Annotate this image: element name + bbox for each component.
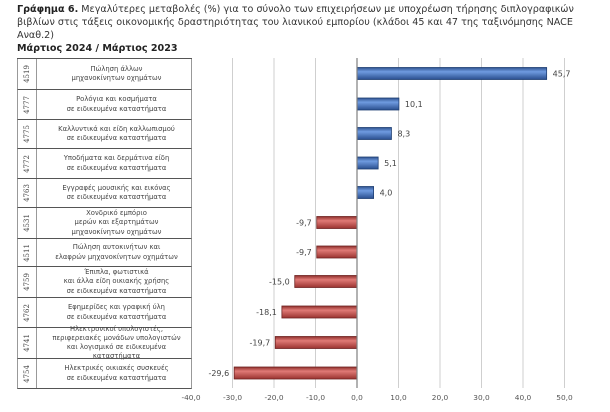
chart-title-prefix: Γράφημα 6.: [17, 4, 79, 15]
data-label: 5,1: [384, 159, 397, 168]
category-row: 4531 Χονδρικό εμπόριο μερών και εξαρτημάτ…: [17, 208, 192, 239]
bar-negative: [281, 305, 358, 319]
data-label: 45,7: [553, 70, 571, 79]
category-row: 4777 Ρολόγια και κοσμήματα σε ειδικευμένα…: [17, 90, 192, 120]
category-label: Ηλεκτρικές οικιακές συσκευές σε ειδικευμ…: [64, 364, 169, 382]
category-code-cell: 4762: [18, 298, 37, 327]
bar-positive: [356, 156, 379, 170]
category-row: 4762 Εφημερίδες και γραφική ύλη σε ειδικε…: [17, 298, 192, 328]
category-label: Καλλυντικά και είδη καλλωπισμού σε ειδικ…: [58, 124, 175, 142]
category-code-cell: 4763: [18, 179, 37, 207]
bar-positive: [356, 67, 548, 80]
data-label: 8,3: [397, 130, 410, 139]
x-tick-label: 20,0: [432, 393, 449, 402]
category-label: Πώληση άλλων μηχανοκίνητων οχημάτων: [71, 64, 162, 82]
chart-subtitle: Μάρτιος 2024 / Μάρτιος 2023: [17, 43, 178, 54]
category-label: Πώληση αυτοκινήτων και ελαφρών μηχανοκίν…: [55, 243, 178, 261]
category-table: 4519 Πώληση άλλων μηχανοκίνητων οχημάτων 4…: [17, 58, 192, 389]
x-tick-label: 40,0: [515, 393, 532, 402]
category-row: 4511 Πώληση αυτοκινήτων και ελαφρών μηχαν…: [17, 239, 192, 267]
data-label: -19,7: [250, 339, 271, 348]
category-row: 4775 Καλλυντικά και είδη καλλωπισμού σε ε…: [17, 120, 192, 149]
bar-negative: [274, 336, 358, 349]
data-label: 4,0: [380, 189, 393, 198]
x-tick-label: -40,0: [181, 393, 200, 402]
chart-title: Γράφημα 6. Μεγαλύτερες μεταβολές (%) για…: [17, 3, 607, 55]
data-label: -18,1: [256, 308, 277, 317]
x-tick-label: 30,0: [473, 393, 490, 402]
x-tick-label: -30,0: [223, 393, 242, 402]
category-code-cell: 4772: [18, 149, 37, 178]
bar-negative: [316, 245, 358, 259]
category-code-cell: 4759: [18, 267, 37, 297]
category-row: 4741 Ηλεκτρονικοί υπολογιστές, περιφερεια…: [17, 324, 192, 361]
category-row: 4759 Έπιπλα, φωτιστικά και άλλα είδη οικι…: [17, 267, 192, 298]
bar-negative: [316, 216, 358, 229]
category-code-cell: 4775: [18, 120, 37, 148]
chart-title-text: Μεγαλύτερες μεταβολές (%) για το σύνολο …: [17, 4, 574, 41]
x-tick-label: 10,0: [390, 393, 407, 402]
x-tick-label: -10,0: [306, 393, 325, 402]
data-label: -15,0: [269, 278, 290, 287]
category-row: 4519 Πώληση άλλων μηχανοκίνητων οχημάτων: [17, 59, 192, 90]
category-code-cell: 4519: [18, 59, 37, 89]
category-code-cell: 4777: [18, 90, 37, 119]
data-label: -9,7: [296, 248, 312, 257]
x-tick-label: 50,0: [556, 393, 573, 402]
bar-negative: [294, 275, 358, 288]
category-label: Ρολόγια και κοσμήματα σε ειδικευμένα κατ…: [66, 95, 167, 113]
category-row: 4772 Υποδήματα και δερμάτινα είδη σε ειδι…: [17, 149, 192, 179]
category-code-cell: 4511: [18, 239, 37, 266]
bar-positive: [356, 186, 375, 199]
x-tick-label: -20,0: [264, 393, 283, 402]
category-code-cell: 4741: [18, 328, 37, 358]
category-label: Υποδήματα και δερμάτινα είδη σε ειδικευμ…: [63, 154, 170, 172]
category-row: 4763 Εγγραφές μουσικής και εικόνας σε ειδ…: [17, 179, 192, 208]
category-label: Ηλεκτρονικοί υπολογιστές, περιφερειακές …: [52, 324, 181, 361]
data-label: 10,1: [405, 100, 423, 109]
x-tick-label: 0,0: [351, 393, 363, 402]
category-code-cell: 4531: [18, 208, 37, 238]
bar-negative: [233, 366, 358, 380]
category-label: Χονδρικό εμπόριο μερών και εξαρτημάτων μ…: [71, 209, 162, 236]
data-label: -29,6: [208, 369, 229, 378]
category-label: Εφημερίδες και γραφική ύλη σε ειδικευμέν…: [66, 303, 167, 321]
category-label: Εγγραφές μουσικής και εικόνας σε ειδικευ…: [62, 183, 171, 201]
category-label: Έπιπλα, φωτιστικά και άλλα είδη οικιακής…: [63, 268, 170, 295]
category-row: 4754 Ηλεκτρικές οικιακές συσκευές σε ειδι…: [17, 359, 192, 389]
category-code-cell: 4754: [18, 359, 37, 388]
bar-positive: [356, 97, 400, 111]
data-label: -9,7: [296, 219, 312, 228]
bar-positive: [356, 127, 392, 140]
